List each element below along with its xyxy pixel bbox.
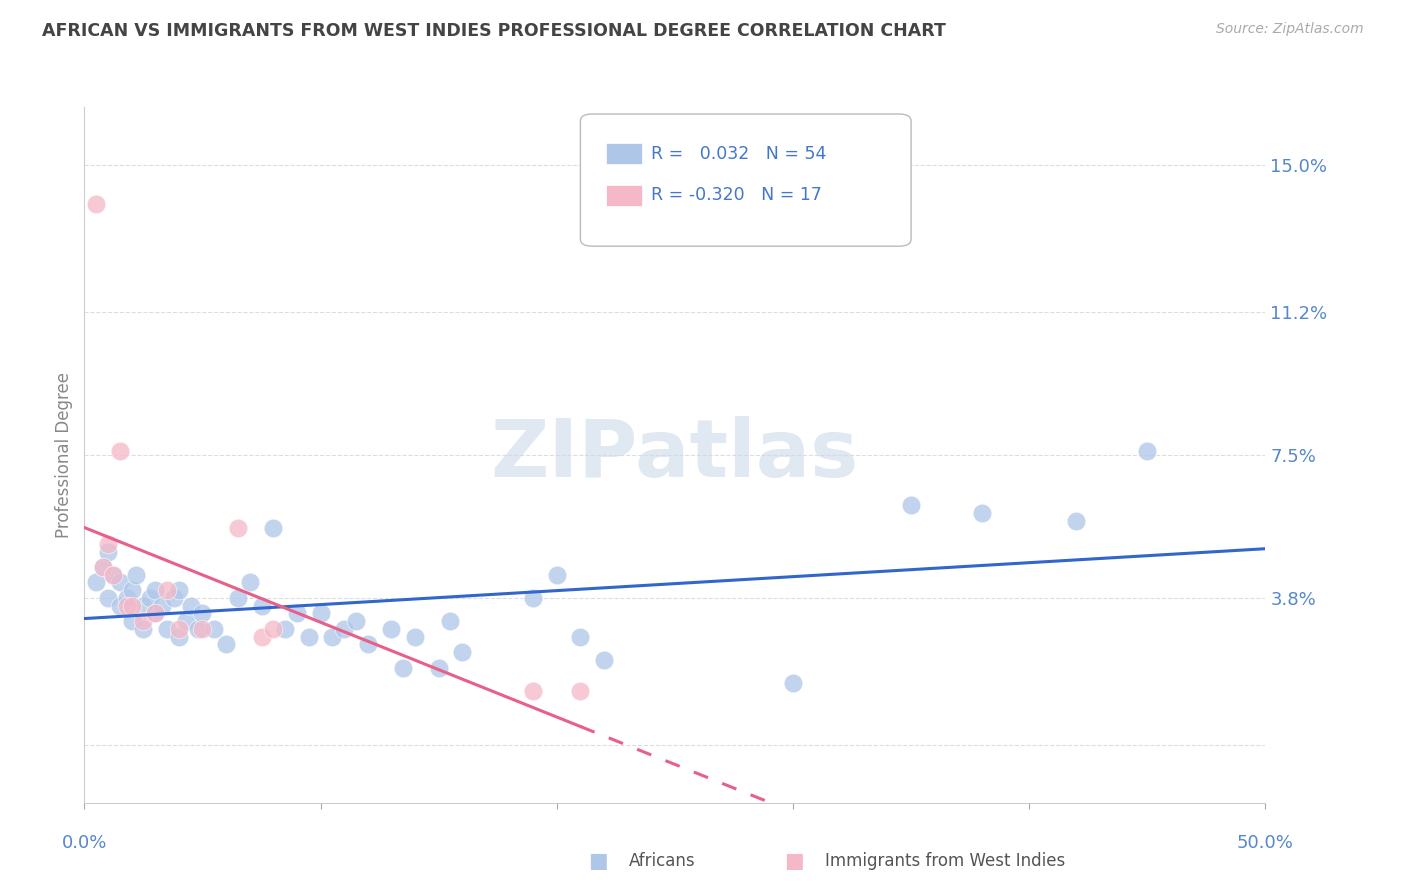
Point	[392, 660, 415, 674]
Point	[226, 521, 249, 535]
Point	[132, 599, 155, 613]
Point	[274, 622, 297, 636]
Point	[143, 607, 166, 621]
Point	[262, 521, 284, 535]
Point	[84, 196, 107, 211]
Text: Africans: Africans	[628, 852, 695, 870]
Text: Source: ZipAtlas.com: Source: ZipAtlas.com	[1216, 22, 1364, 37]
Point	[150, 599, 173, 613]
Point	[139, 591, 162, 605]
Point	[108, 575, 131, 590]
Text: R =   0.032   N = 54: R = 0.032 N = 54	[651, 145, 827, 162]
Point	[156, 622, 179, 636]
Point	[125, 567, 148, 582]
Point	[202, 622, 225, 636]
Point	[97, 591, 120, 605]
Point	[427, 660, 450, 674]
Point	[191, 622, 214, 636]
Point	[108, 444, 131, 458]
Point	[163, 591, 186, 605]
Text: R = -0.320   N = 17: R = -0.320 N = 17	[651, 186, 823, 204]
Point	[404, 630, 426, 644]
Point	[143, 607, 166, 621]
Point	[569, 630, 592, 644]
Point	[156, 583, 179, 598]
Point	[522, 683, 544, 698]
Point	[167, 622, 190, 636]
Point	[115, 591, 138, 605]
Point	[569, 683, 592, 698]
Text: ■: ■	[588, 851, 607, 871]
Point	[309, 607, 332, 621]
Point	[900, 498, 922, 512]
Text: ZIPatlas: ZIPatlas	[491, 416, 859, 494]
Point	[250, 599, 273, 613]
Point	[121, 614, 143, 628]
Point	[215, 637, 238, 651]
Point	[546, 567, 568, 582]
Point	[101, 567, 124, 582]
Point	[115, 599, 138, 613]
Point	[262, 622, 284, 636]
Point	[1066, 514, 1088, 528]
Point	[143, 583, 166, 598]
Point	[239, 575, 262, 590]
Bar	[606, 144, 641, 164]
Text: ■: ■	[785, 851, 804, 871]
Point	[357, 637, 380, 651]
Point	[97, 537, 120, 551]
Point	[333, 622, 356, 636]
Text: Immigrants from West Indies: Immigrants from West Indies	[825, 852, 1066, 870]
Point	[121, 583, 143, 598]
Bar	[606, 185, 641, 206]
Point	[132, 622, 155, 636]
Point	[97, 544, 120, 558]
Point	[108, 599, 131, 613]
Point	[174, 614, 197, 628]
Point	[451, 645, 474, 659]
Point	[167, 583, 190, 598]
Point	[1136, 444, 1159, 458]
Point	[250, 630, 273, 644]
Point	[522, 591, 544, 605]
Point	[132, 614, 155, 628]
FancyBboxPatch shape	[581, 114, 911, 246]
Point	[782, 676, 804, 690]
Text: 50.0%: 50.0%	[1237, 834, 1294, 852]
Point	[91, 560, 114, 574]
Point	[121, 599, 143, 613]
Point	[191, 607, 214, 621]
Point	[380, 622, 402, 636]
Point	[101, 567, 124, 582]
Y-axis label: Professional Degree: Professional Degree	[55, 372, 73, 538]
Point	[321, 630, 343, 644]
Point	[970, 506, 993, 520]
Point	[180, 599, 202, 613]
Point	[91, 560, 114, 574]
Point	[226, 591, 249, 605]
Text: AFRICAN VS IMMIGRANTS FROM WEST INDIES PROFESSIONAL DEGREE CORRELATION CHART: AFRICAN VS IMMIGRANTS FROM WEST INDIES P…	[42, 22, 946, 40]
Point	[84, 575, 107, 590]
Point	[344, 614, 367, 628]
Text: 0.0%: 0.0%	[62, 834, 107, 852]
Point	[187, 622, 209, 636]
Point	[593, 653, 616, 667]
Point	[439, 614, 461, 628]
Point	[298, 630, 321, 644]
Point	[285, 607, 308, 621]
Point	[167, 630, 190, 644]
